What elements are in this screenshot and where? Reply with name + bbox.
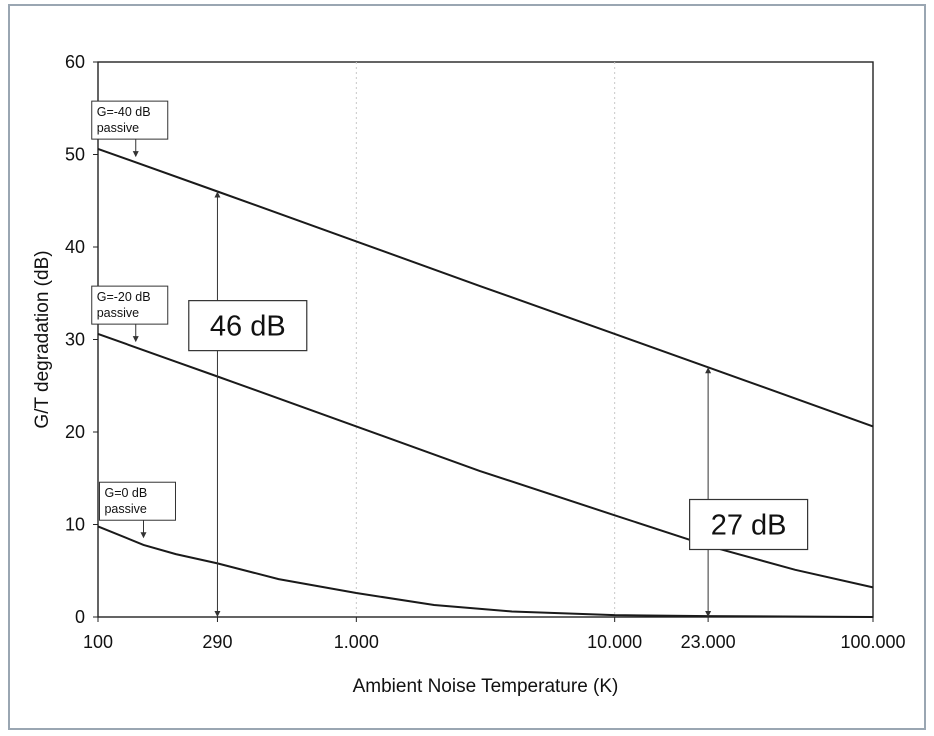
series-label-box — [91, 100, 169, 140]
curve-layer: G=-40 dB passive G=-20 dB passive G=0 dB pass… — [91, 100, 874, 618]
dimension-label: 46 dB — [210, 311, 286, 343]
x-tick-label: 10.000 — [587, 632, 642, 652]
y-tick-label: 10 — [65, 515, 85, 535]
y-tick-label: 0 — [75, 607, 85, 627]
y-tick-label: 20 — [65, 422, 85, 442]
series-label-text: G=0 dB — [104, 486, 147, 500]
x-tick-label: 100 — [83, 632, 113, 652]
series-label-arrowhead — [132, 151, 139, 158]
series-label-text: passive — [97, 306, 139, 320]
dimension-label-box — [188, 300, 308, 352]
x-tick-label: 23.000 — [681, 632, 736, 652]
series-line-2 — [97, 525, 874, 618]
y-tick-label: 60 — [65, 52, 85, 72]
series-label-text: passive — [97, 121, 139, 135]
dimension-arrow-top — [214, 191, 221, 198]
dimension-arrow-top — [705, 367, 712, 374]
series-line-1 — [97, 332, 874, 589]
dimension-label: 27 dB — [711, 510, 787, 542]
y-tick-label: 40 — [65, 237, 85, 257]
series-label-box — [98, 481, 176, 521]
dimension-label-box — [689, 498, 809, 551]
series-label-text: G=-20 dB — [97, 290, 151, 304]
dimension-arrow-bottom — [705, 611, 712, 617]
series-label-text: G=-40 dB — [97, 105, 151, 119]
tick-layer: 100 290 1.000 10.000 23.000 100.000 0 10 20 30 40 5… — [65, 52, 906, 652]
series-label-box — [91, 285, 169, 325]
x-tick-label: 1.000 — [334, 632, 379, 652]
x-axis-title: Ambient Noise Temperature (K) — [353, 676, 619, 697]
y-axis-title: G/T degradation (dB) — [32, 250, 53, 428]
y-tick-label: 50 — [65, 145, 85, 165]
series-label-arrowhead — [140, 532, 147, 539]
y-tick-label: 30 — [65, 330, 85, 350]
series-label-text: passive — [104, 502, 146, 516]
dimension-arrow-bottom — [214, 611, 221, 617]
series-label-arrowhead — [132, 336, 139, 343]
annotation-layer: 46 dB 27 dB — [188, 191, 809, 617]
x-tick-label: 290 — [202, 632, 232, 652]
x-tick-label: 100.000 — [840, 632, 905, 652]
